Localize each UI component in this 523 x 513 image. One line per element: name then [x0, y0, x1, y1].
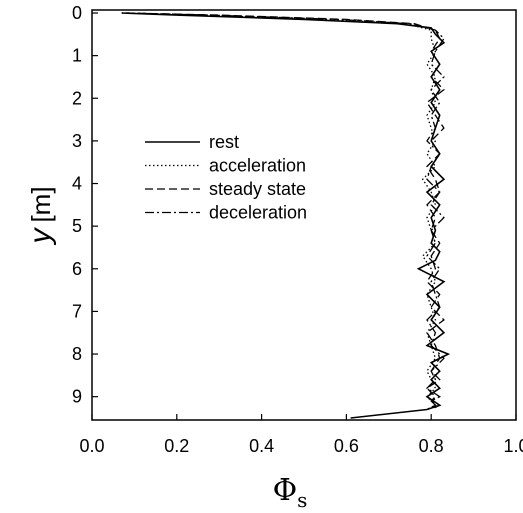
y-tick-label: 5	[72, 216, 82, 236]
y-axis-title: y [m]	[24, 186, 57, 245]
y-tick-label: 2	[72, 88, 82, 108]
x-axis-title-symbol: Φ	[273, 473, 298, 508]
y-axis-title-symbol: y	[24, 227, 57, 246]
x-axis-title-subscript: s	[297, 488, 307, 512]
x-tick-label: 0.6	[334, 436, 359, 456]
y-tick-label: 0	[72, 3, 82, 23]
x-tick-label: 0.0	[79, 436, 104, 456]
x-tick-label: 0.4	[249, 436, 274, 456]
x-ticks: 0.0 0.2 0.4 0.6 0.8 1.0	[79, 414, 523, 456]
legend-label-acceleration: acceleration	[209, 156, 306, 176]
legend: rest acceleration steady state deceleration	[145, 132, 307, 223]
legend-label-steady-state: steady state	[209, 179, 306, 199]
y-tick-label: 6	[72, 259, 82, 279]
series-line-deceleration	[125, 12, 445, 411]
y-tick-label: 1	[72, 46, 82, 66]
y-tick-label: 8	[72, 344, 82, 364]
x-tick-label: 1.0	[503, 436, 523, 456]
x-tick-label: 0.2	[164, 436, 189, 456]
x-tick-label: 0.8	[419, 436, 444, 456]
plot-frame	[91, 9, 517, 421]
y-tick-label: 3	[72, 131, 82, 151]
y-axis-title-unit: [m]	[26, 186, 56, 222]
x-axis-title: Φs	[273, 473, 308, 512]
y-ticks: 0 1 2 3 4 5 6 7 8 9	[72, 3, 98, 407]
series-line-rest	[121, 12, 451, 419]
y-tick-label: 4	[72, 174, 82, 194]
y-tick-label: 7	[72, 301, 82, 321]
legend-label-rest: rest	[209, 132, 239, 152]
series-layer	[121, 12, 451, 419]
legend-label-deceleration: deceleration	[209, 203, 307, 223]
y-tick-label: 9	[72, 387, 82, 407]
